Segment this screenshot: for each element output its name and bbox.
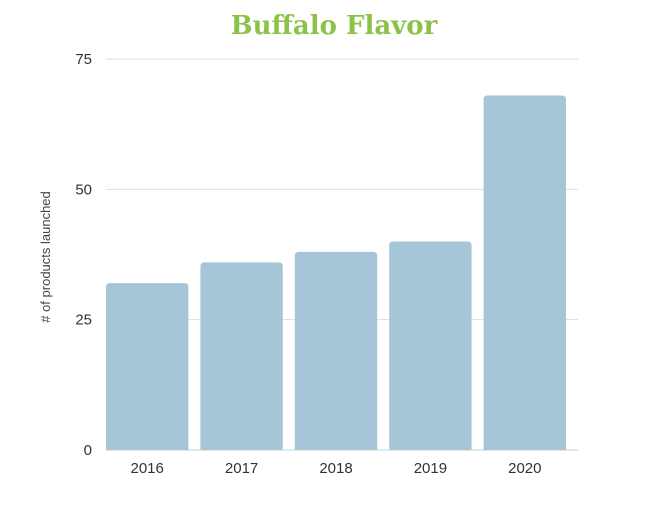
y-tick-label: 50 [75, 181, 92, 198]
bar-2018 [294, 251, 378, 450]
bar-2019 [389, 241, 472, 450]
bar-2020 [483, 95, 566, 450]
y-tick-label: 75 [75, 51, 92, 68]
bar-2017 [200, 262, 283, 450]
x-axis-ticks: 2016 2017 2018 2019 2020 [131, 460, 542, 477]
y-tick-label: 0 [84, 442, 92, 459]
bar-2016 [106, 283, 189, 450]
x-tick-label: 2016 [131, 460, 164, 477]
x-tick-label: 2018 [319, 460, 352, 477]
bars [106, 95, 566, 450]
chart-title: Buffalo Flavor [231, 11, 438, 41]
y-axis-ticks: 0 25 50 75 [75, 51, 92, 459]
x-tick-label: 2020 [508, 460, 541, 477]
x-tick-label: 2017 [225, 460, 258, 477]
y-axis-label: # of products launched [38, 191, 53, 323]
y-tick-label: 25 [75, 312, 92, 329]
x-tick-label: 2019 [414, 460, 447, 477]
